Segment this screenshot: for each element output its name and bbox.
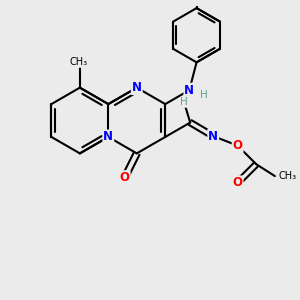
Text: O: O (120, 171, 130, 184)
Text: H: H (200, 90, 207, 100)
Text: CH₃: CH₃ (279, 171, 297, 181)
Text: N: N (103, 130, 113, 143)
Text: N: N (208, 130, 218, 142)
Text: N: N (132, 81, 142, 94)
Text: O: O (232, 176, 243, 189)
Text: H: H (180, 97, 188, 107)
Text: O: O (232, 139, 243, 152)
Text: N: N (184, 84, 194, 97)
Text: CH₃: CH₃ (69, 57, 87, 67)
